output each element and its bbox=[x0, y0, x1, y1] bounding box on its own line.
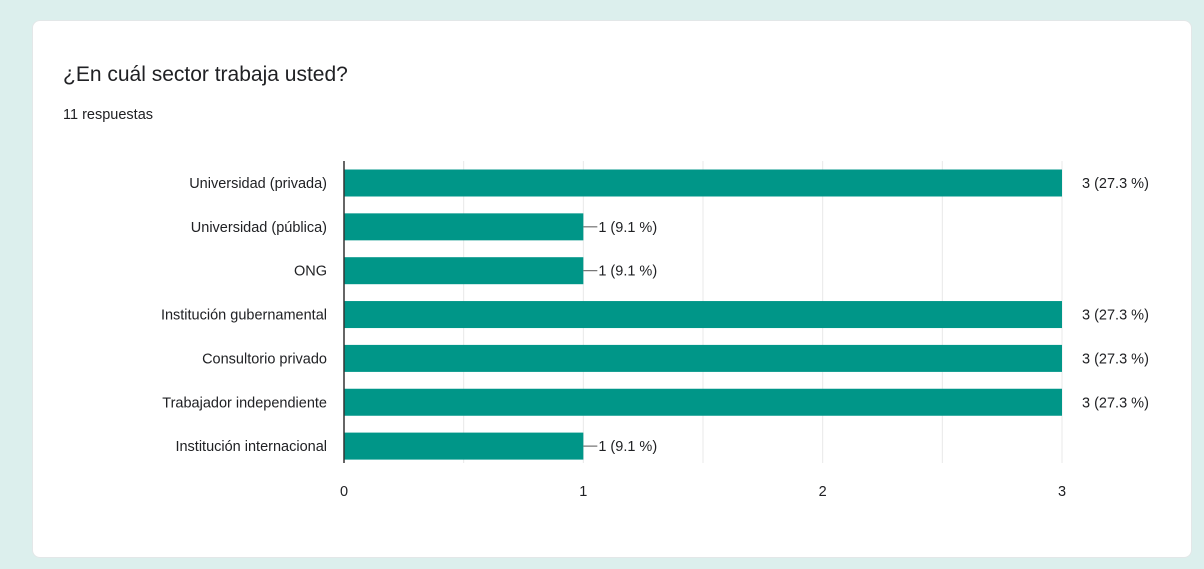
category-label: Trabajador independiente bbox=[162, 395, 327, 411]
category-label: Institución gubernamental bbox=[161, 308, 327, 324]
category-label: Institución internacional bbox=[175, 439, 327, 455]
bar bbox=[344, 388, 1062, 416]
x-tick-label: 3 bbox=[1058, 484, 1066, 500]
category-label: Consultorio privado bbox=[202, 351, 327, 367]
category-label: Universidad (privada) bbox=[189, 176, 327, 192]
data-label: 3 (27.3 %) bbox=[1082, 351, 1149, 367]
bar bbox=[344, 301, 1062, 329]
bar-chart: Universidad (privada) 3 (27.3 %) Universid… bbox=[161, 161, 1149, 500]
bar bbox=[344, 169, 1062, 197]
bar bbox=[344, 213, 584, 241]
question-card: ¿En cuál sector trabaja usted? 11 respue… bbox=[32, 20, 1192, 558]
data-label: 3 (27.3 %) bbox=[1082, 176, 1149, 192]
bar bbox=[344, 257, 584, 285]
response-count: 11 respuestas bbox=[63, 107, 154, 123]
data-label: 1 (9.1 %) bbox=[598, 264, 657, 280]
x-tick-label: 0 bbox=[340, 484, 348, 500]
data-label: 1 (9.1 %) bbox=[598, 220, 657, 236]
x-tick-label: 2 bbox=[819, 484, 827, 500]
data-label: 1 (9.1 %) bbox=[598, 439, 657, 455]
data-label: 3 (27.3 %) bbox=[1082, 308, 1149, 324]
question-title: ¿En cuál sector trabaja usted? bbox=[63, 63, 348, 86]
bar bbox=[344, 344, 1062, 372]
data-label: 3 (27.3 %) bbox=[1082, 395, 1149, 411]
x-tick-label: 1 bbox=[579, 484, 587, 500]
category-label: ONG bbox=[294, 264, 327, 280]
bar bbox=[344, 432, 584, 460]
category-label: Universidad (pública) bbox=[191, 220, 327, 236]
